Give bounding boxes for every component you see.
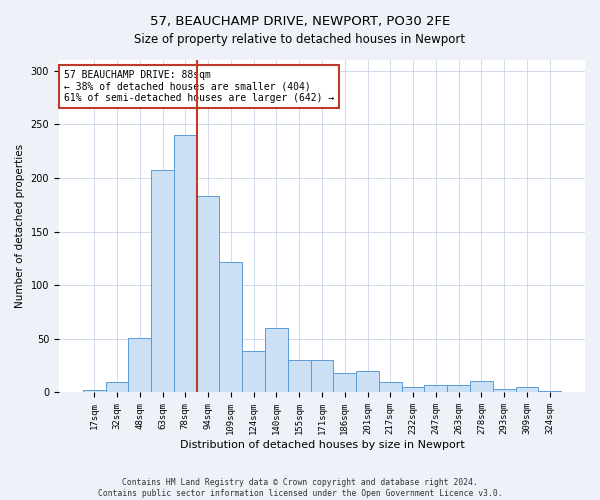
Bar [334,373,356,392]
Text: Size of property relative to detached houses in Newport: Size of property relative to detached ho… [134,32,466,46]
Bar [470,380,493,392]
Bar [106,382,128,392]
Bar [128,338,151,392]
Bar [379,382,401,392]
Bar [493,390,515,392]
Bar [265,328,288,392]
Text: 57 BEAUCHAMP DRIVE: 88sqm
← 38% of detached houses are smaller (404)
61% of semi: 57 BEAUCHAMP DRIVE: 88sqm ← 38% of detac… [64,70,334,103]
Bar [242,350,265,393]
Bar [174,135,197,392]
Bar [220,262,242,392]
Y-axis label: Number of detached properties: Number of detached properties [15,144,25,308]
Bar [288,360,311,392]
Bar [197,196,220,392]
Text: Contains HM Land Registry data © Crown copyright and database right 2024.
Contai: Contains HM Land Registry data © Crown c… [98,478,502,498]
Bar [401,387,424,392]
Bar [356,371,379,392]
Bar [311,360,334,392]
Bar [151,170,174,392]
X-axis label: Distribution of detached houses by size in Newport: Distribution of detached houses by size … [179,440,464,450]
Bar [424,385,447,392]
Text: 57, BEAUCHAMP DRIVE, NEWPORT, PO30 2FE: 57, BEAUCHAMP DRIVE, NEWPORT, PO30 2FE [150,15,450,28]
Bar [515,387,538,392]
Bar [83,390,106,392]
Bar [447,385,470,392]
